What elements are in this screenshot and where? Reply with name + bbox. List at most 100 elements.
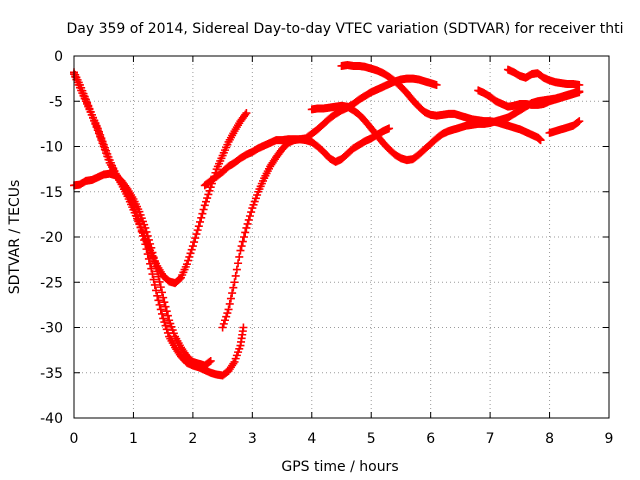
- data-point: [157, 288, 166, 297]
- data-point: [161, 321, 170, 330]
- data-point: [220, 316, 229, 325]
- data-point: [229, 283, 238, 292]
- data-point: [205, 186, 214, 195]
- data-point: [224, 305, 233, 314]
- x-tick-label: 4: [307, 431, 316, 447]
- x-tick-label: 0: [70, 431, 79, 447]
- data-series: [70, 61, 584, 380]
- y-axis-label: SDTVAR / TECUs: [7, 180, 23, 295]
- data-point: [143, 250, 152, 259]
- data-point: [203, 194, 212, 203]
- data-point: [146, 239, 155, 248]
- data-point: [196, 217, 205, 226]
- data-point: [238, 237, 247, 246]
- data-point: [187, 245, 196, 254]
- data-point: [222, 312, 231, 321]
- data-point: [186, 249, 195, 258]
- data-point: [184, 256, 193, 265]
- data-point: [247, 208, 256, 217]
- data-point: [240, 233, 249, 241]
- data-point: [192, 230, 201, 239]
- data-point: [241, 228, 250, 237]
- x-tick-label: 7: [486, 431, 495, 447]
- data-point: [133, 212, 142, 221]
- data-point: [218, 323, 227, 332]
- data-point: [244, 215, 253, 224]
- axis-ticks: 0 1 2 3 4 5 6 7 8 9 0 -5 -10 -15 -20 -25 -30 -35 -40: [40, 49, 613, 447]
- data-point: [156, 305, 165, 314]
- y-tick-label: -30: [40, 321, 63, 337]
- data-point: [200, 201, 209, 210]
- data-point: [225, 299, 234, 308]
- y-tick-label: -35: [40, 366, 63, 382]
- data-point: [242, 109, 251, 118]
- data-point: [219, 319, 228, 328]
- series-arc-7: [337, 61, 545, 145]
- data-point: [163, 311, 172, 320]
- data-point: [229, 359, 238, 368]
- data-point: [194, 222, 203, 231]
- data-point: [142, 227, 151, 236]
- series-arc-3: [70, 169, 215, 370]
- data-point: [432, 80, 441, 89]
- data-point: [148, 248, 157, 257]
- data-point: [149, 253, 158, 262]
- data-point: [154, 272, 163, 281]
- data-point: [150, 280, 159, 289]
- data-point: [143, 231, 152, 240]
- data-point: [134, 215, 143, 224]
- data-point: [575, 117, 584, 126]
- x-tick-label: 3: [248, 431, 257, 447]
- data-point: [239, 323, 248, 332]
- data-point: [198, 209, 207, 218]
- data-point: [144, 235, 153, 244]
- data-point: [154, 296, 163, 305]
- series-arc-9: [474, 86, 584, 111]
- data-point: [190, 238, 199, 247]
- data-point: [235, 252, 244, 261]
- data-point: [241, 110, 250, 119]
- y-tick-label: -20: [40, 230, 63, 246]
- y-tick-label: 0: [54, 49, 63, 65]
- x-tick-label: 5: [367, 431, 376, 447]
- data-point: [199, 205, 208, 214]
- y-tick-label: -5: [49, 94, 63, 110]
- data-point: [223, 309, 232, 318]
- data-point: [152, 262, 161, 271]
- data-point: [226, 294, 235, 303]
- data-point: [182, 260, 191, 269]
- data-point: [385, 124, 394, 133]
- data-point: [148, 270, 157, 279]
- x-axis-label: GPS time / hours: [281, 459, 398, 475]
- series-arc-8: [503, 65, 584, 89]
- data-point: [234, 259, 243, 268]
- data-point: [185, 252, 194, 261]
- data-point: [536, 136, 545, 145]
- data-point: [193, 226, 202, 235]
- data-point: [243, 219, 252, 228]
- y-tick-label: -25: [40, 275, 63, 291]
- data-point: [237, 242, 246, 251]
- x-tick-label: 1: [129, 431, 138, 447]
- data-point: [153, 267, 162, 276]
- y-tick-label: -40: [40, 411, 63, 427]
- x-tick-label: 6: [426, 431, 435, 447]
- data-point: [159, 314, 168, 323]
- data-point: [155, 277, 164, 286]
- data-point: [160, 298, 169, 307]
- data-point: [152, 286, 161, 295]
- data-point: [231, 271, 240, 280]
- data-point: [155, 300, 164, 309]
- data-point: [144, 254, 153, 263]
- data-point: [149, 275, 158, 284]
- data-point: [146, 259, 155, 268]
- grid: [74, 56, 609, 418]
- data-point: [157, 309, 166, 318]
- data-point: [228, 289, 237, 298]
- data-point: [575, 88, 584, 97]
- data-point: [147, 264, 156, 273]
- data-point: [153, 291, 162, 300]
- data-point: [236, 246, 245, 255]
